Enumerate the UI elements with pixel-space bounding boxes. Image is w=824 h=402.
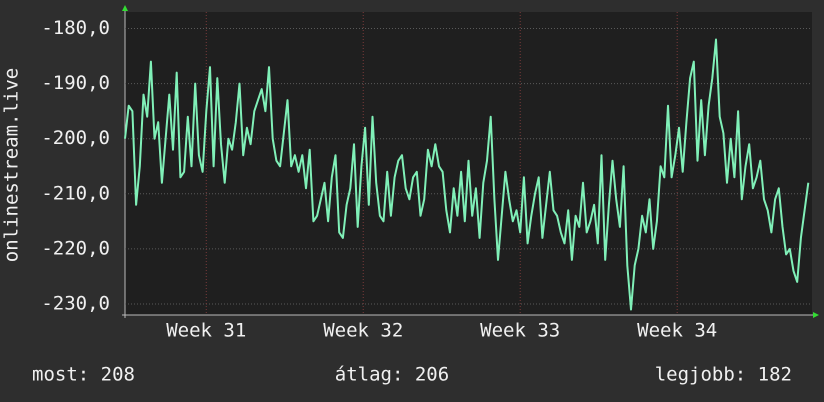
x-tick-label: Week 32 [323,320,403,342]
data-line [124,38,810,311]
y-tick-label: -180,0 [41,17,110,39]
stat-current: most: 208 [32,364,135,386]
x-tick-label: Week 33 [480,320,560,342]
y-tick-label: -230,0 [41,292,110,314]
y-tick-label: -200,0 [41,127,110,149]
y-axis-label: onlinestream.live [1,68,23,262]
y-arrow [122,5,128,11]
y-tick-label: -210,0 [41,182,110,204]
stat-average: átlag: 206 [335,364,449,386]
y-tick-label: -190,0 [41,72,110,94]
x-tick-label: Week 31 [166,320,246,342]
x-arrow [813,312,819,318]
stat-best: legjobb: 182 [655,364,792,386]
x-tick-label: Week 34 [637,320,717,342]
y-tick-label: -220,0 [41,237,110,259]
